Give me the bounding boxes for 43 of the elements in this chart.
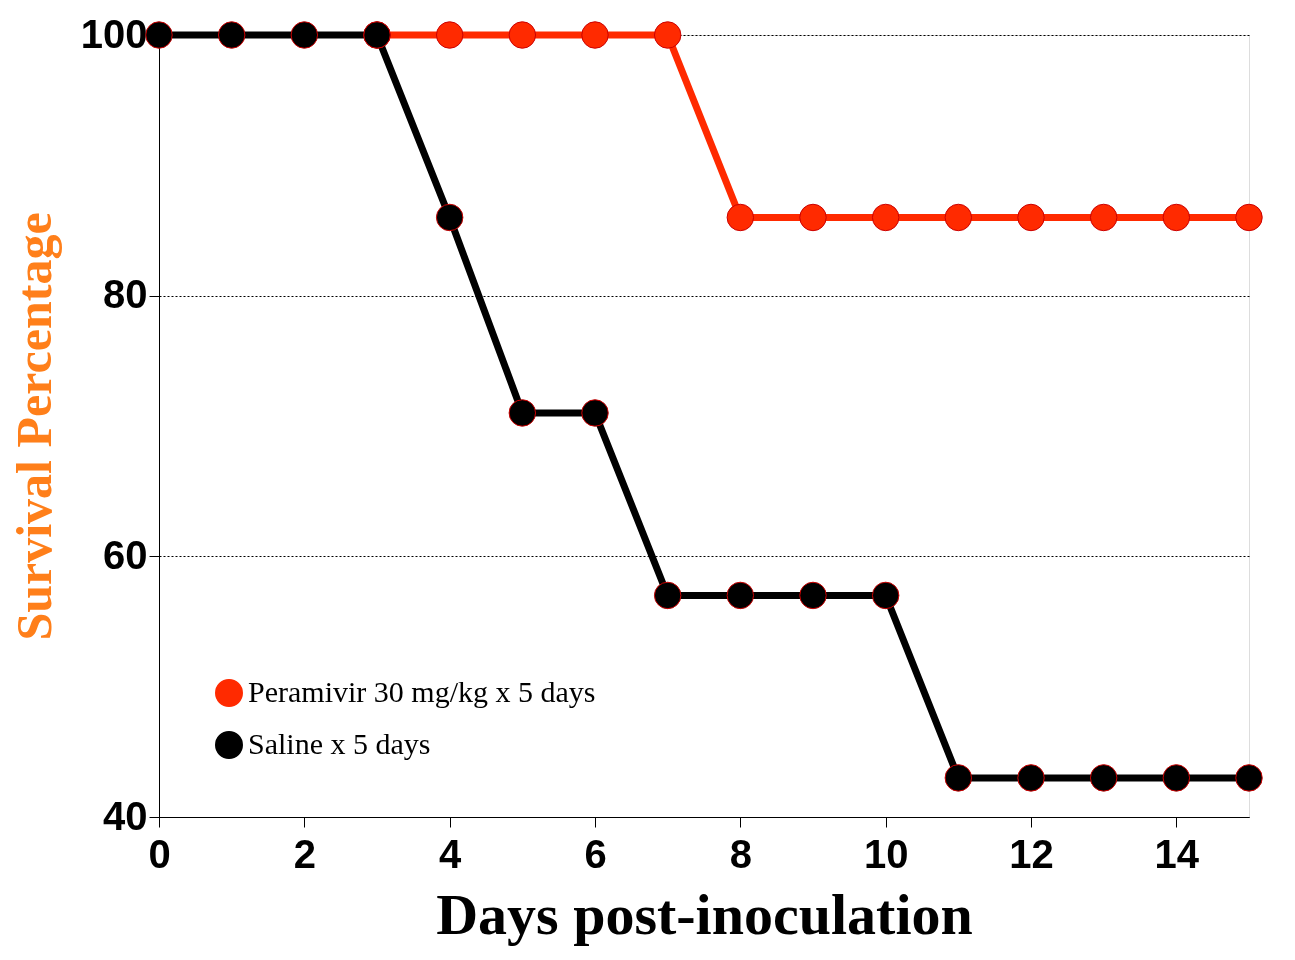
point bbox=[871, 203, 900, 232]
point bbox=[1017, 203, 1045, 232]
y-tick-label: 60 bbox=[103, 532, 148, 577]
point bbox=[726, 581, 755, 610]
point bbox=[1235, 764, 1263, 792]
legend-label: Saline x 5 days bbox=[248, 727, 431, 760]
point bbox=[217, 21, 246, 49]
x-axis-title: Days post-inoculation bbox=[436, 881, 973, 947]
point bbox=[1162, 203, 1191, 232]
point bbox=[581, 399, 609, 427]
legend-label: Peramivir 30 mg/kg x 5 days bbox=[248, 675, 596, 708]
point bbox=[799, 581, 827, 610]
x-tick-label: 4 bbox=[439, 831, 463, 876]
x-tick-label: 6 bbox=[584, 831, 607, 876]
point bbox=[944, 764, 973, 792]
y-axis-title: Survival Percentage bbox=[5, 212, 62, 641]
point bbox=[1162, 764, 1191, 792]
point bbox=[1017, 764, 1045, 792]
x-tick-label: 10 bbox=[863, 831, 909, 876]
point bbox=[871, 581, 900, 610]
point bbox=[508, 21, 537, 49]
point bbox=[145, 21, 173, 49]
x-tick-label: 14 bbox=[1154, 831, 1200, 876]
x-tick-label: 0 bbox=[148, 831, 171, 876]
point bbox=[653, 581, 682, 610]
point bbox=[799, 203, 827, 232]
y-tick-label: 100 bbox=[80, 11, 148, 56]
x-tick-label: 8 bbox=[729, 831, 752, 876]
point bbox=[1089, 203, 1118, 232]
point bbox=[435, 203, 464, 232]
x-tick-label: 12 bbox=[1009, 831, 1054, 876]
point bbox=[944, 203, 973, 232]
point bbox=[653, 21, 682, 49]
point bbox=[581, 21, 609, 49]
y-tick-label: 40 bbox=[103, 793, 148, 838]
y-tick-label: 80 bbox=[103, 272, 148, 317]
x-tick-label: 2 bbox=[293, 831, 316, 876]
point bbox=[1235, 203, 1263, 232]
point bbox=[435, 21, 464, 49]
point bbox=[726, 203, 755, 232]
point bbox=[290, 21, 319, 49]
point bbox=[508, 399, 537, 427]
point bbox=[1089, 764, 1118, 792]
